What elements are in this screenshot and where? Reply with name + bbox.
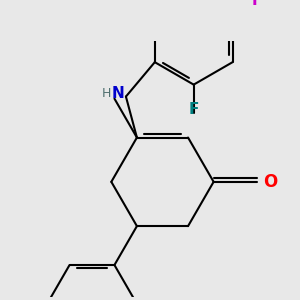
Text: F: F xyxy=(188,102,199,117)
Text: H: H xyxy=(101,87,111,100)
Text: F: F xyxy=(252,0,262,8)
Text: O: O xyxy=(263,173,278,191)
Text: N: N xyxy=(112,86,125,101)
